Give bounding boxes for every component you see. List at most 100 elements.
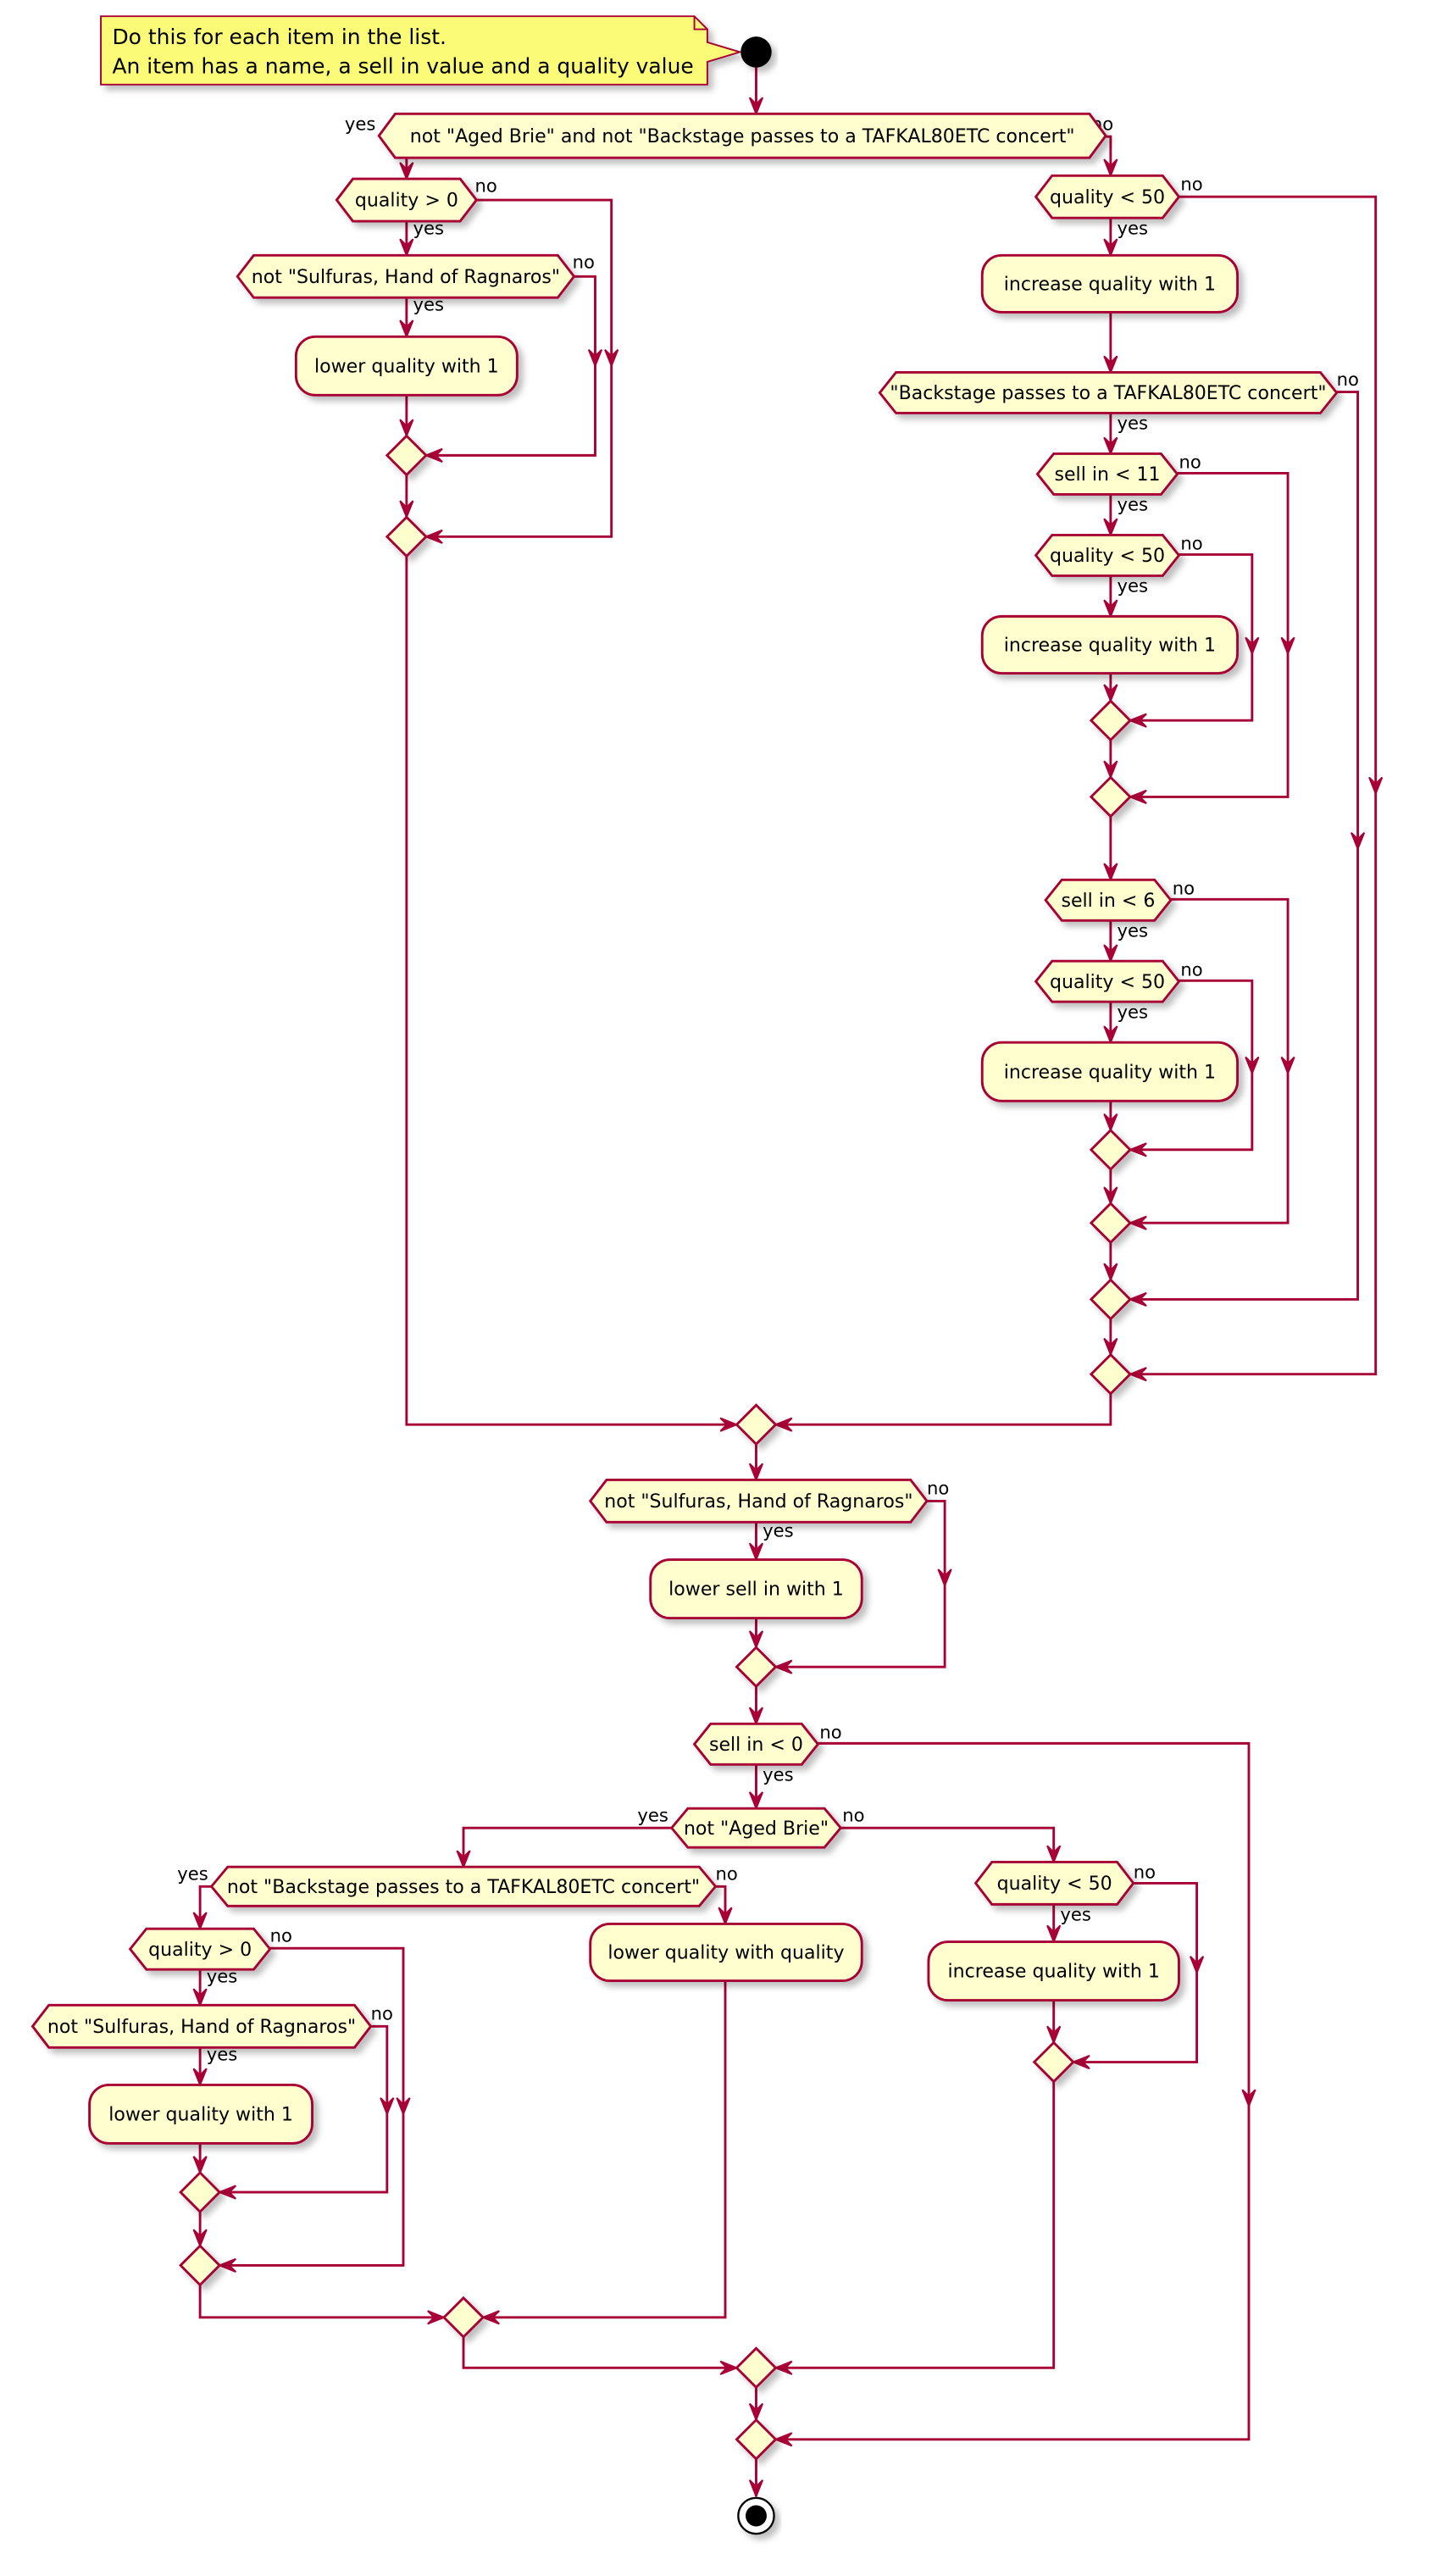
decision-not-backstage: not "Backstage passes to a TAFKAL80ETC c… — [209, 1865, 718, 1907]
arrowhead — [1128, 1215, 1147, 1230]
flow-edge — [1129, 897, 1290, 1224]
arrowhead — [1128, 789, 1147, 804]
arrowhead — [399, 238, 414, 258]
arrowhead — [773, 1659, 793, 1674]
arrowhead — [1103, 599, 1118, 619]
arrowhead — [399, 162, 414, 181]
branch-label-yes: yes — [763, 1764, 793, 1785]
merge-diamond — [385, 434, 428, 477]
decision-sulf-b: not "Sulfuras, Hand of Ragnaros" — [588, 1479, 929, 1524]
decision-shape — [1035, 452, 1179, 496]
action-label: increase quality with 1 — [948, 1962, 1160, 1983]
note-line-1: Do this for each item in the list. — [112, 25, 446, 49]
decision-label: not "Sulfuras, Hand of Ragnaros" — [604, 1491, 912, 1513]
arrowhead — [1241, 2089, 1256, 2108]
flow-edge — [1129, 472, 1290, 798]
flow-edge — [405, 556, 737, 1426]
branch-label-yes: yes — [345, 114, 375, 135]
action-shape — [980, 614, 1239, 675]
branch-label-no: no — [1180, 174, 1202, 195]
merge-diamond — [1032, 2040, 1075, 2084]
branch-label-no: no — [371, 2003, 393, 2024]
decision-d1: not "Aged Brie" and not "Backstage passe… — [377, 112, 1107, 159]
merge-diamond — [1089, 1202, 1132, 1245]
branch-label-no: no — [474, 175, 496, 196]
arrowhead — [1280, 1056, 1295, 1076]
action-lower-b: lower quality with 1 — [88, 2083, 313, 2145]
decision-label: quality < 50 — [1050, 187, 1165, 208]
arrowhead — [1071, 2054, 1090, 2070]
note: Do this for each item in the list. An it… — [100, 15, 743, 86]
branch-label-yes: yes — [637, 1804, 668, 1825]
arrowhead — [1103, 1113, 1118, 1133]
note-shape — [100, 15, 743, 86]
decision-qlt50-c: quality < 50 — [1034, 959, 1181, 1003]
merge-diamond — [735, 2418, 778, 2461]
arrowhead — [1103, 1263, 1118, 1282]
decision-sellin-lt0: sell in < 0 — [692, 1722, 820, 1766]
decision-label: sell in < 0 — [709, 1735, 803, 1756]
flow-edge — [198, 1885, 212, 1929]
flow-edge — [840, 1826, 1056, 1863]
arrowhead — [587, 348, 603, 369]
arrowhead — [192, 2156, 208, 2175]
arrowhead — [773, 2432, 793, 2447]
merge-diamond — [179, 2171, 222, 2214]
branch-label-no: no — [1179, 452, 1201, 473]
branch-label-no: no — [573, 252, 595, 273]
decision-label: not "Aged Brie" and not "Backstage passe… — [410, 126, 1075, 147]
merge-diamond — [735, 1646, 778, 1689]
decision-label: sell in < 11 — [1055, 464, 1161, 486]
flow-edge — [775, 1741, 1251, 2441]
arrowhead — [748, 1542, 764, 1563]
arrowhead — [217, 2257, 237, 2273]
arrowhead — [480, 2310, 500, 2325]
arrowhead — [427, 2310, 446, 2325]
decision-qlt50-a: quality < 50 — [1034, 174, 1181, 219]
branch-label-yes: yes — [177, 1863, 208, 1885]
flow-edge — [483, 1980, 727, 2319]
arrowhead — [380, 2097, 395, 2117]
flow-edge — [462, 1826, 672, 1868]
merge-diamond — [1089, 1278, 1132, 1321]
decision-shape — [669, 1807, 843, 1849]
arrowhead — [1103, 1025, 1118, 1045]
arrowhead — [1103, 944, 1118, 963]
branch-label-yes: yes — [1118, 575, 1148, 597]
flow-edge — [1106, 135, 1112, 176]
branch-label-no: no — [927, 1478, 949, 1499]
action-shape — [589, 1922, 863, 1983]
branch-label-no: no — [715, 1863, 737, 1885]
decision-qlt50-d: quality < 50 — [973, 1861, 1135, 1906]
action-shape — [294, 335, 519, 397]
merge-diamond — [735, 2346, 778, 2390]
flow-edge — [462, 2336, 737, 2369]
branch-label-no: no — [819, 1722, 841, 1743]
branch-label-yes: yes — [1118, 413, 1148, 434]
arrowhead — [1128, 1291, 1147, 1307]
decision-shape — [31, 2003, 373, 2049]
action-inc-b: increase quality with 1 — [980, 614, 1239, 675]
branch-label-no: no — [1337, 369, 1359, 390]
decision-shape — [1034, 174, 1181, 219]
decision-shape — [973, 1861, 1135, 1906]
arrowhead — [396, 2097, 411, 2117]
decision-sulf-c: not "Sulfuras, Hand of Ragnaros" — [31, 2003, 373, 2049]
arrowhead — [217, 2185, 237, 2200]
arrowhead — [1103, 684, 1118, 703]
branch-label-no: no — [1134, 1862, 1156, 1883]
arrowhead — [1245, 1056, 1260, 1076]
arrowhead — [192, 2068, 208, 2087]
arrowhead — [424, 447, 443, 463]
arrowhead — [399, 419, 414, 438]
action-shape — [980, 253, 1239, 314]
decision-label: "Backstage passes to a TAFKAL80ETC conce… — [890, 383, 1326, 404]
arrowhead — [748, 1463, 764, 1483]
arrowhead — [1103, 863, 1118, 882]
merge-diamond — [1089, 1128, 1132, 1171]
arrowhead — [1103, 1186, 1118, 1206]
decision-label: quality < 50 — [1050, 972, 1165, 993]
decision-shape — [1044, 878, 1173, 922]
arrowhead — [1103, 518, 1118, 537]
